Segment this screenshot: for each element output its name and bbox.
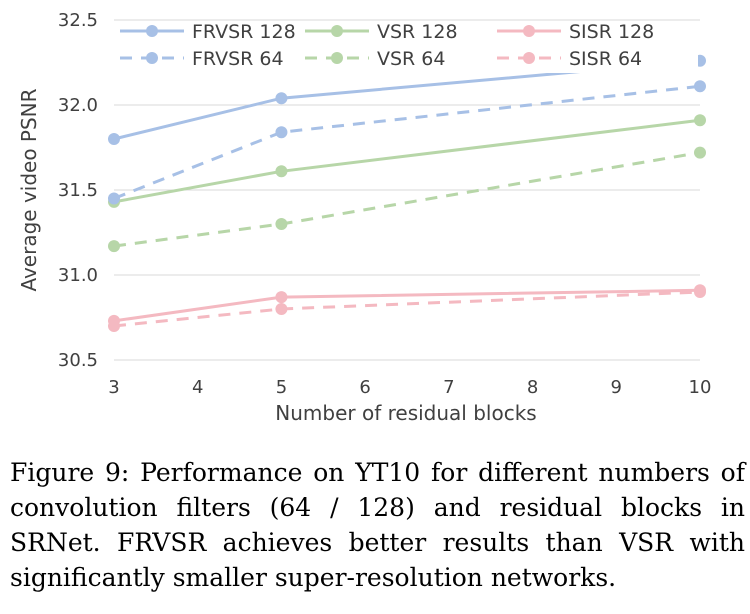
data-point xyxy=(694,114,706,127)
legend-marker xyxy=(523,25,535,37)
figure-caption: Figure 9: Performance on YT10 for differ… xyxy=(10,458,745,592)
legend-label: VSR 64 xyxy=(377,48,445,70)
data-point xyxy=(108,192,120,205)
data-point xyxy=(108,133,120,145)
data-point xyxy=(275,303,288,315)
legend-label: SISR 128 xyxy=(569,21,654,43)
x-tick-label: 7 xyxy=(443,377,454,398)
y-tick-label: 31.0 xyxy=(58,265,98,286)
y-tick-label: 32.0 xyxy=(58,95,98,116)
series-line-vsr-64 xyxy=(113,151,701,248)
data-point xyxy=(275,218,288,230)
grid-lines xyxy=(114,19,700,361)
y-tick-labels: 30.5 31.0 31.5 32.0 32.5 xyxy=(58,10,98,371)
legend-marker xyxy=(331,25,343,37)
data-point xyxy=(694,286,706,298)
x-tick-labels: 3 4 5 6 7 8 9 10 xyxy=(108,377,711,398)
legend-marker xyxy=(331,52,343,64)
y-tick-label: 32.5 xyxy=(58,10,98,31)
data-point xyxy=(694,80,706,93)
x-tick-label: 10 xyxy=(689,377,712,398)
legend-marker xyxy=(146,52,158,64)
data-point xyxy=(108,320,120,332)
legend-label: SISR 64 xyxy=(569,48,642,70)
data-point xyxy=(275,126,288,139)
legend-marker xyxy=(146,25,158,37)
data-point xyxy=(275,291,288,304)
y-tick-label: 31.5 xyxy=(58,180,98,201)
y-tick-label: 30.5 xyxy=(58,350,98,371)
legend-label: FRVSR 64 xyxy=(192,48,284,70)
data-point xyxy=(275,165,288,178)
legend-label: VSR 128 xyxy=(377,21,458,43)
x-tick-label: 4 xyxy=(192,377,203,398)
series-lines xyxy=(108,54,706,332)
x-tick-label: 5 xyxy=(276,377,287,398)
x-tick-label: 6 xyxy=(359,377,370,398)
x-axis-label: Number of residual blocks xyxy=(275,401,536,425)
legend-marker xyxy=(523,52,535,64)
data-point xyxy=(275,92,288,105)
x-tick-label: 9 xyxy=(611,377,622,398)
series-line-frvsr-64 xyxy=(113,84,701,200)
legend-background xyxy=(116,21,698,73)
data-point xyxy=(108,240,120,253)
x-tick-label: 3 xyxy=(108,377,119,398)
y-axis-label: Average video PSNR xyxy=(17,88,41,291)
legend: FRVSR 128 VSR 128 SISR 128 FRVSR 64 VSR 64 SI… xyxy=(116,21,698,73)
x-tick-label: 8 xyxy=(527,377,538,398)
line-chart: 30.5 31.0 31.5 32.0 32.5 3 4 5 6 7 8 9 10 FRVSR 128… xyxy=(17,10,711,425)
data-point xyxy=(694,146,706,159)
legend-label: FRVSR 128 xyxy=(192,21,296,43)
